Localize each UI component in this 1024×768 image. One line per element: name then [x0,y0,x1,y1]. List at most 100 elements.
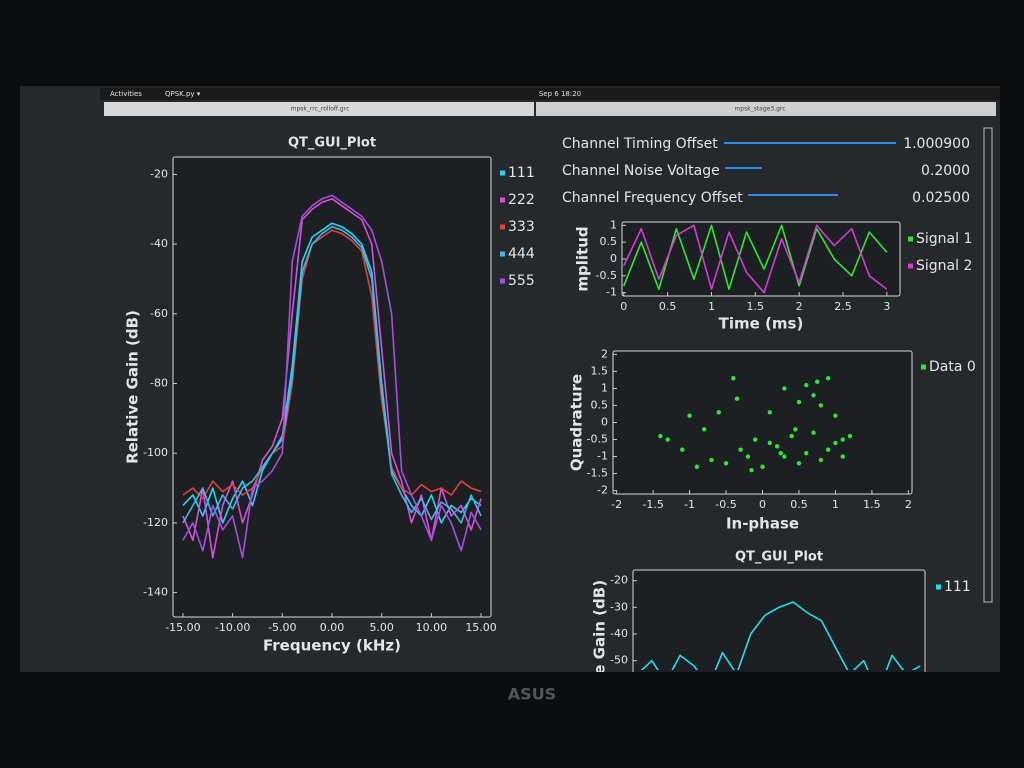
legend-label: Signal 1 [916,231,972,247]
plot-content [633,580,921,670]
x-tick-label: 1.5 [747,300,765,313]
x-tick-label: 5.00 [369,621,394,634]
x-tick-label: -1.5 [642,498,663,511]
scatter-point [716,410,721,415]
x-tick-label: 3 [883,300,890,313]
slider-label: Channel Timing Offset [562,136,718,152]
scatter-point [749,467,754,473]
scatter-point [811,393,816,398]
y-tick-label: -1 [597,450,608,463]
legend-swatch [500,251,505,257]
scatter-point [767,410,772,415]
scatter-point [731,376,736,381]
scatter-point [811,430,816,435]
y-tick-label: 0.5 [591,398,609,411]
scatter-point [847,433,853,439]
y-tick-label: -60 [150,307,168,320]
scatter-point [687,413,692,418]
y-tick-label: -0.5 [596,269,617,282]
scatter-point [774,444,780,449]
app-menu[interactable]: QPSK.py ▾ [165,90,201,98]
y-tick-label: 1 [610,218,617,231]
scatter-point [796,399,802,405]
x-tick-label: 1 [708,300,715,313]
scatter-point [796,461,802,466]
tab-label[interactable]: mpsk_rrc_rolloff.grc [291,106,350,113]
scatter-point [840,454,845,459]
scatter-point [814,379,820,384]
legend-swatch [908,236,913,242]
scatter-point [804,382,809,388]
scatter-point [760,464,765,469]
scatter-point [789,433,794,439]
scatter-point [818,457,824,463]
y-tick-label: -2 [597,484,608,497]
x-tick-label: -0.5 [715,498,736,511]
legend-label: Data 0 [929,359,976,375]
y-tick-label: -20 [150,167,168,180]
x-tick-label: -15.00 [165,621,200,634]
x-tick-label: -2 [611,498,622,511]
x-tick-label: 2 [796,300,803,313]
series-line [640,601,921,670]
bezel [0,672,1024,768]
series-line [182,194,482,559]
y-axis-label: Relative Gain (dB) [124,310,142,464]
series-line [182,225,482,524]
slider-value: 0.2000 [921,163,970,179]
legend-label: 222 [508,192,535,208]
x-tick-label: 0 [620,300,627,313]
y-tick-label: 0 [610,252,617,265]
tab[interactable] [536,102,996,116]
x-axis-label: In-phase [726,515,799,533]
y-tick-label: -140 [143,586,168,599]
legend-swatch [500,197,505,203]
y-tick-label: 2 [601,347,608,360]
legend-swatch [500,170,505,176]
y-tick-label: -1.5 [587,467,608,480]
scatter-point [825,376,831,381]
legend-label: 111 [508,165,535,181]
top-bar [100,88,1000,100]
scrollbar[interactable] [983,127,993,603]
scatter-point [753,437,758,442]
scatter-point [840,437,845,442]
y-axis-label: Quadrature [568,374,586,471]
scatter-point [738,447,743,452]
plot-title: QT_GUI_Plot [735,550,823,565]
slider-value: 1.000900 [903,136,970,152]
slider-value: 0.02500 [912,190,970,206]
scatter-point [782,454,787,459]
y-tick-label: -80 [150,377,168,390]
slider-label: Channel Frequency Offset [562,190,743,206]
x-tick-label: -10.00 [215,621,250,634]
scatter-point [723,461,729,466]
slider-label: Channel Noise Voltage [562,163,720,179]
x-tick-label: 2.5 [834,300,852,313]
series-line [182,222,482,524]
scatter-point [833,440,838,446]
scatter-point [694,464,700,469]
scatter-point [833,413,838,418]
legend-swatch [500,224,505,230]
activities[interactable]: Activities [110,90,142,98]
x-tick-label: 0 [759,498,766,511]
scatter-point [767,440,772,446]
y-tick-label: -50 [610,654,628,667]
legend-swatch [936,584,941,590]
legend-label: 555 [508,273,535,289]
scatter-point [709,457,714,463]
series-line [182,229,482,500]
x-tick-label: 0.00 [320,621,345,634]
series-line [623,224,888,294]
legend-swatch [500,278,505,284]
x-tick-label: 2 [905,498,912,511]
y-tick-label: 1 [601,381,608,394]
x-tick-label: 0.5 [659,300,677,313]
scatter-point [734,396,740,401]
tab[interactable] [104,102,534,116]
scatter-point [680,447,685,452]
tab-label[interactable]: mpsk_stage3.grc [734,106,785,113]
scatter-point [804,450,809,456]
